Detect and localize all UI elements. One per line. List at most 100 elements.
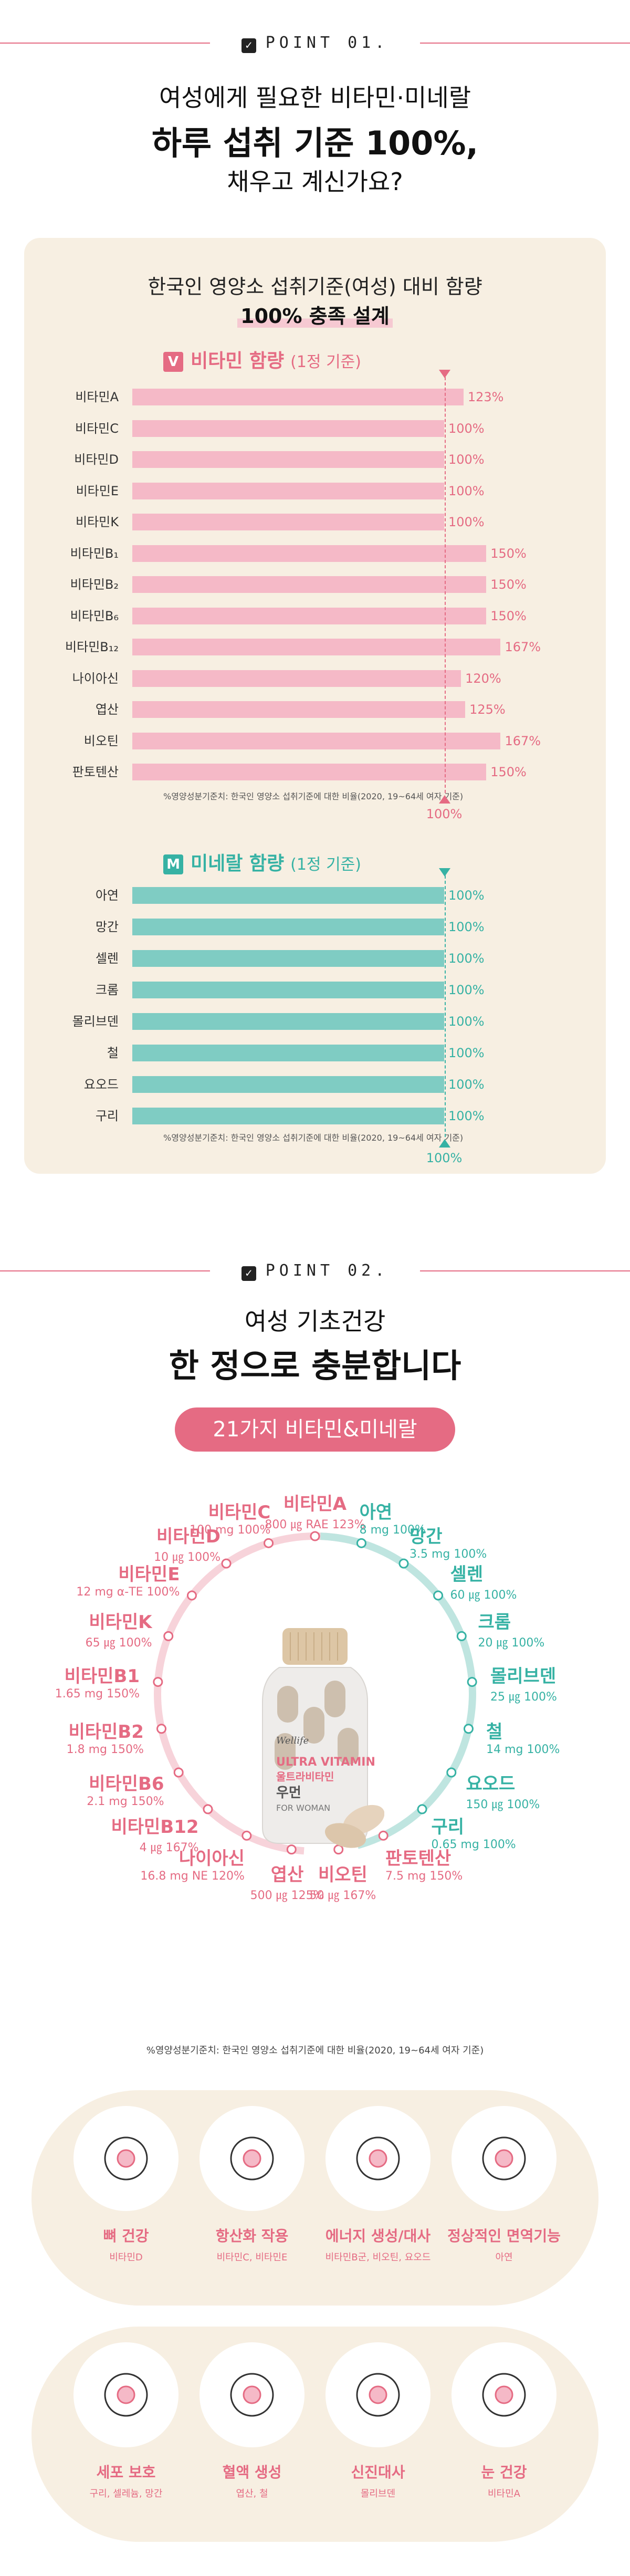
benefit-title: 에너지 생성/대사 xyxy=(325,2227,431,2245)
vitamin-row: 엽산 125% xyxy=(24,699,606,720)
nutrient-detail: 65 ㎍ 100% xyxy=(85,1636,152,1650)
ring-dot xyxy=(463,1724,474,1734)
pill-tablet xyxy=(324,1823,366,1848)
vitamin-row: 비타민B₆ 150% xyxy=(24,606,606,627)
nutrient-detail: 500 ㎍ 125% xyxy=(250,1889,324,1903)
nutrient-name: 비타민C xyxy=(208,1501,271,1523)
chart-panel-subtitle: 100% 충족 설계 xyxy=(24,300,606,329)
benefit-item: 항산화 작용 비타민C, 비타민E xyxy=(189,2106,315,2264)
ring-dot xyxy=(378,1830,388,1841)
nutrient-detail: 7.5 mg 150% xyxy=(385,1869,463,1883)
mineral-reference-label: 100% xyxy=(426,1151,463,1165)
mineral-row-label: 요오드 xyxy=(83,1077,119,1092)
bottle-sub-en: FOR WOMAN xyxy=(276,1803,330,1813)
nutrient-name: 비오틴 xyxy=(318,1864,368,1886)
ring-dot xyxy=(356,1538,366,1548)
vitamin-value-label: 150% xyxy=(490,608,527,623)
point-02-label: ✓ POINT 02. xyxy=(210,1261,420,1281)
vitamin-bar xyxy=(132,701,466,718)
nutrient-name: 판토텐산 xyxy=(385,1848,452,1869)
vitamin-row-label: 비타민B₁ xyxy=(70,546,119,561)
nutrient-detail: 1.65 mg 150% xyxy=(55,1687,140,1701)
benefit-item: 혈액 생성 엽산, 철 xyxy=(189,2342,315,2500)
vitamin-row-label: 비타민B₁₂ xyxy=(65,640,119,654)
mineral-value-label: 100% xyxy=(448,888,485,903)
knee-joint-icon-graphic xyxy=(104,2136,148,2181)
nutrient-label: 아연 8 mg 100% xyxy=(360,1498,486,1537)
vitamin-row: 판토텐산 150% xyxy=(24,762,606,783)
mineral-row-label: 셀렌 xyxy=(95,951,119,966)
nutrient-count-pill: 21가지 비타민&미네랄 xyxy=(175,1407,455,1452)
nutrient-detail: 60 ㎍ 100% xyxy=(450,1588,517,1602)
nutrient-detail: 8 mg 100% xyxy=(359,1523,426,1537)
nutrient-detail: 3.5 mg 100% xyxy=(409,1547,487,1561)
nutrient-name: 비타민B1 xyxy=(64,1666,140,1687)
vitamin-basis-label: (1정 기준) xyxy=(290,353,361,371)
nutrient-label: 망간 3.5 mg 100% xyxy=(410,1522,536,1561)
blood-vessel-icon xyxy=(200,2342,304,2447)
mineral-row: 망간 100% xyxy=(24,916,606,937)
vitamin-value-label: 123% xyxy=(467,390,504,404)
ring-dot xyxy=(153,1677,163,1687)
nutrient-label: 몰리브덴 25 ㎍ 100% xyxy=(490,1662,616,1704)
vitamin-reference-marker-top xyxy=(439,370,450,378)
nutrient-label: 크롬 20 ㎍ 100% xyxy=(478,1608,604,1650)
chart-panel-title: 한국인 영양소 섭취기준(여성) 대비 함량 xyxy=(148,275,482,298)
mineral-basis-label: (1정 기준) xyxy=(290,856,361,874)
mineral-value-label: 100% xyxy=(448,1046,485,1060)
nutrient-detail: 16.8 mg NE 120% xyxy=(140,1869,245,1883)
mineral-reference-marker-bottom xyxy=(439,1139,450,1148)
ring-dot xyxy=(433,1590,444,1601)
vitamin-bar xyxy=(132,451,444,468)
vitamin-row-label: 판토텐산 xyxy=(72,765,119,779)
vitamin-bar xyxy=(132,607,487,624)
benefit-title: 혈액 생성 xyxy=(222,2464,282,2481)
cell-network-icon xyxy=(74,2342,178,2447)
point-01-headline-2: 하루 섭취 기준 100%, xyxy=(151,124,479,162)
vitamin-row: 비타민B₁ 150% xyxy=(24,543,606,564)
benefit-sub: 비타민D xyxy=(109,2252,143,2263)
divider-right xyxy=(420,1270,630,1271)
mineral-reference-marker-top xyxy=(439,868,450,877)
point-01-headline-1: 여성에게 필요한 비타민·미네랄 xyxy=(159,84,471,112)
benefit-item: 눈 건강 비타민A xyxy=(441,2342,567,2500)
nutrient-detail: 10 ㎍ 100% xyxy=(154,1550,221,1564)
ring-dot xyxy=(446,1767,457,1778)
nutrient-detail: 2.1 mg 150% xyxy=(87,1795,164,1808)
meditation-icon xyxy=(326,2342,430,2447)
benefit-sub: 비타민C, 비타민E xyxy=(216,2252,288,2263)
ring-dot xyxy=(417,1804,427,1814)
point-02-headline-2: 한 정으로 충분합니다 xyxy=(169,1347,461,1385)
divider-left xyxy=(0,1270,210,1271)
nutrient-label: 철 14 mg 100% xyxy=(486,1717,612,1756)
nutrient-label: 셀렌 60 ㎍ 100% xyxy=(450,1560,576,1602)
vitamin-row: 비타민B₂ 150% xyxy=(24,574,606,595)
divider-left xyxy=(0,43,210,44)
mineral-bar xyxy=(132,1045,444,1061)
nutrient-name: 비타민B6 xyxy=(89,1773,164,1795)
vitamin-row: 비타민B₁₂ 167% xyxy=(24,637,606,658)
ring-dot xyxy=(242,1830,252,1841)
nutrient-name: 비타민B2 xyxy=(68,1721,144,1743)
mineral-row-label: 크롬 xyxy=(95,983,119,997)
molecule-icon xyxy=(200,2106,304,2211)
vitamin-reference-label: 100% xyxy=(426,806,463,821)
vitamin-chart-title-text: 비타민 함량 xyxy=(191,350,285,372)
vitamin-row-label: 비타민B₂ xyxy=(70,577,119,592)
mineral-bar xyxy=(132,887,444,904)
mineral-bar xyxy=(132,919,444,935)
mineral-row-label: 망간 xyxy=(95,920,119,934)
point-01-headline-3: 채우고 계신가요? xyxy=(227,168,403,196)
nutrient-label: 비타민B12 4 ㎍ 167% xyxy=(73,1812,198,1855)
benefit-title: 세포 보호 xyxy=(96,2464,156,2481)
nutrient-name: 망간 xyxy=(409,1526,443,1547)
ring-dot xyxy=(310,1531,320,1541)
nutrient-name: 비타민A xyxy=(283,1494,347,1515)
vitamin-reference-marker-bottom xyxy=(439,795,450,804)
mineral-value-label: 100% xyxy=(448,920,485,934)
nutrient-label: 나이아신 16.8 mg NE 120% xyxy=(119,1844,245,1883)
nutrient-name: 셀렌 xyxy=(450,1563,484,1585)
vitamin-bar xyxy=(132,639,501,655)
eye-icon-graphic xyxy=(482,2373,526,2417)
